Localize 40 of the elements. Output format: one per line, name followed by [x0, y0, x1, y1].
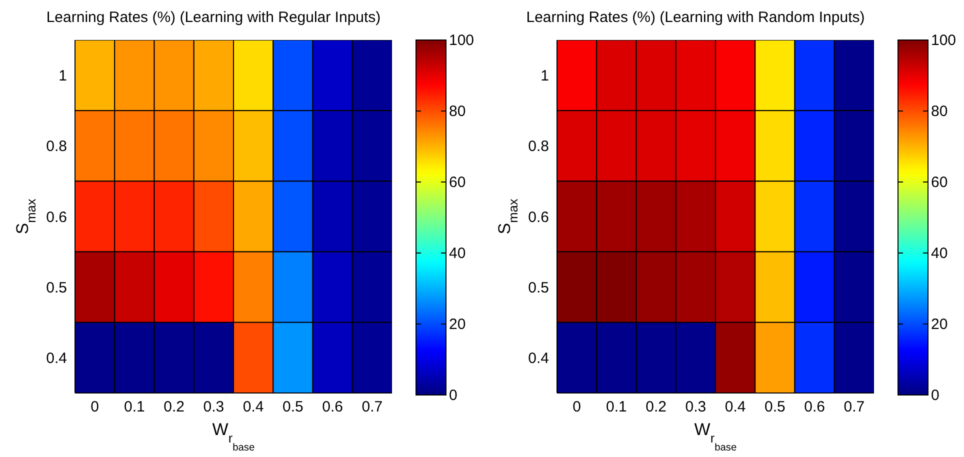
color-bar-label: 40 [449, 245, 466, 262]
y-tick-label: 0.4 [46, 350, 67, 368]
x-tick-label: 0.4 [242, 398, 264, 416]
color-bar-label: 40 [931, 245, 948, 262]
x-tick-label: 0.3 [203, 398, 224, 416]
y-tick-label: 0.6 [528, 208, 549, 226]
y-tick-label: 0.8 [46, 138, 67, 156]
color-bar-label: 20 [931, 316, 948, 333]
x-tick-label: 0.7 [844, 398, 865, 416]
x-tick-label: 0.3 [685, 398, 706, 416]
y-tick-label: 1 [58, 68, 67, 85]
x-tick-label: 0.5 [764, 398, 786, 416]
chart-title: Learning Rates (%) (Learning with Random Inputs) [526, 9, 865, 26]
color-bar-label: 100 [449, 32, 474, 49]
y-tick-label: 0.8 [528, 138, 549, 156]
y-tick-label: 0.5 [528, 279, 549, 296]
color-bar-label: 80 [931, 103, 948, 120]
color-bar-label: 0 [449, 387, 458, 404]
y-tick-label: 0.5 [46, 279, 67, 296]
x-tick-label: 0.6 [322, 398, 343, 416]
chart-title: Learning Rates (%) (Learning with Regular Inputs) [46, 9, 381, 26]
x-tick-label: 0.1 [606, 398, 627, 416]
color-bar-label: 0 [931, 387, 940, 404]
x-tick-label: 0.4 [724, 398, 746, 416]
x-tick-label: 0 [90, 398, 99, 416]
y-tick-label: 1 [540, 68, 549, 85]
x-tick-label: 0.2 [164, 398, 184, 416]
color-bar-label: 20 [449, 316, 466, 333]
color-bar-label: 100 [931, 32, 956, 49]
x-tick-label: 0.7 [362, 398, 383, 416]
y-tick-label: 0.4 [528, 350, 549, 368]
y-tick-label: 0.6 [46, 208, 67, 226]
x-tick-label: 0.2 [646, 398, 666, 416]
color-bar-label: 60 [931, 174, 948, 191]
x-tick-label: 0.6 [804, 398, 825, 416]
x-tick-label: 0.1 [124, 398, 145, 416]
x-tick-label: 0.5 [282, 398, 304, 416]
color-bar-label: 60 [449, 174, 466, 191]
color-bar-label: 80 [449, 103, 466, 120]
x-tick-label: 0 [572, 398, 581, 416]
